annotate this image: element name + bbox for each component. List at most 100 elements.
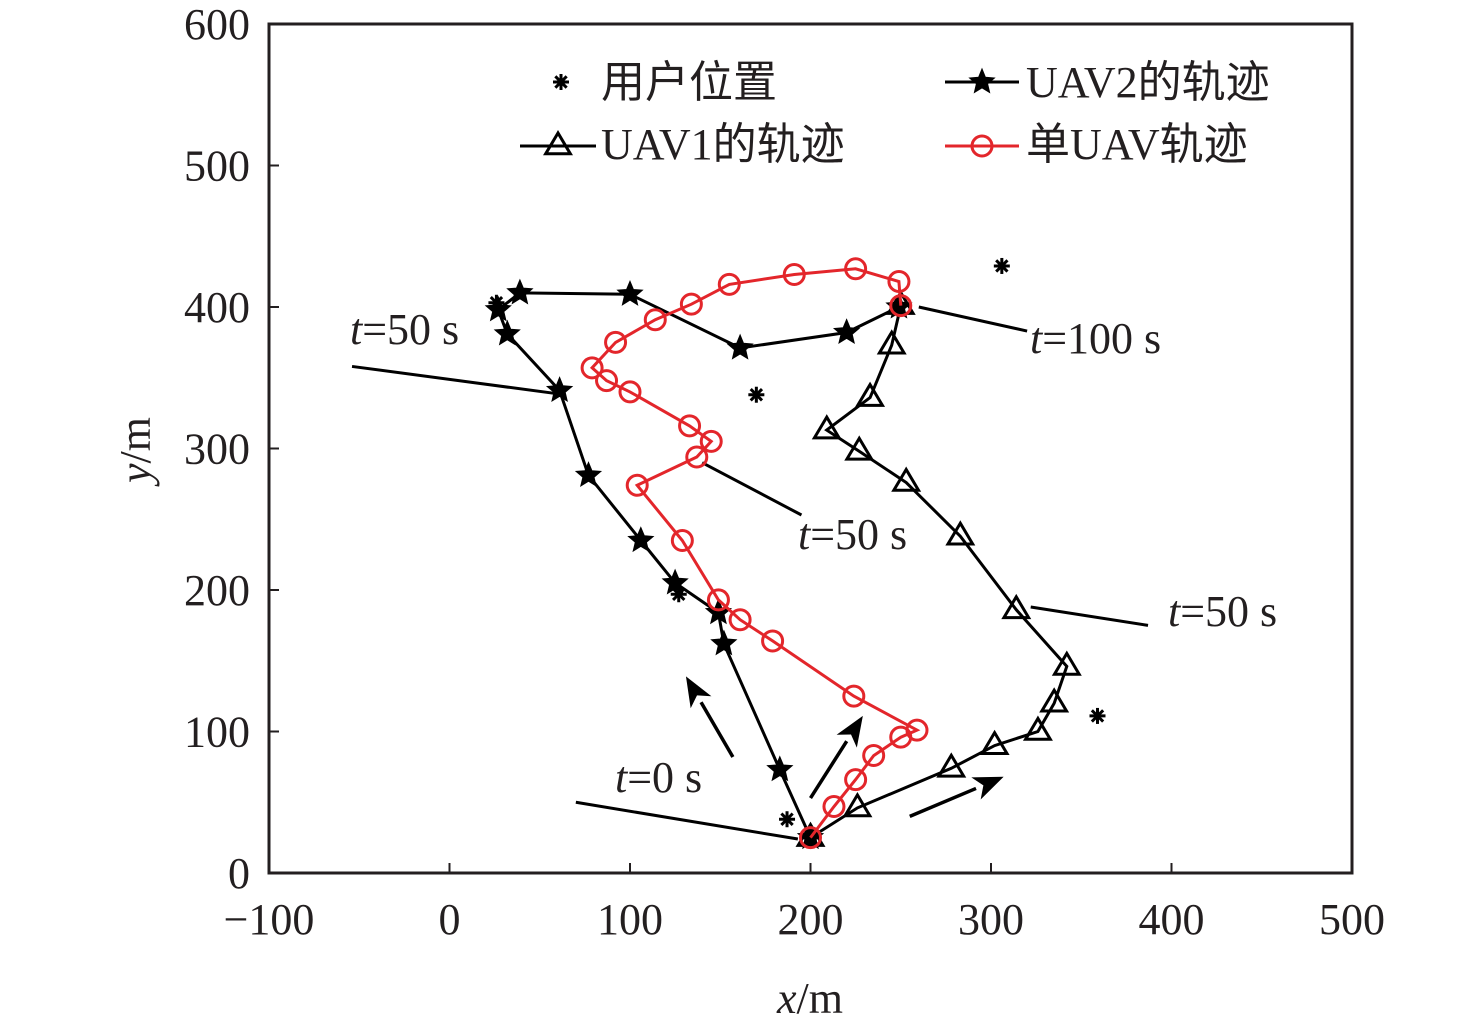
x-tick-label: 0 — [439, 895, 461, 944]
single-uav-circle-marker — [625, 473, 649, 497]
annotation-label: t=50 s — [350, 305, 459, 354]
plot-frame — [267, 22, 1354, 875]
legend-label-uav1: UAV1的轨迹 — [601, 120, 845, 169]
asterisk-stroke — [749, 388, 764, 402]
legend-triangle-marker — [543, 130, 573, 156]
uav2-star-marker — [726, 333, 754, 360]
single-uav-circle-marker — [717, 272, 741, 296]
series-asterisk — [488, 257, 1106, 828]
uav1-triangle-marker — [936, 752, 967, 778]
annotations: t=0 st=50 st=50 st=50 st=100 s — [350, 305, 1277, 841]
direction-arrow-head-icon — [836, 715, 863, 748]
single-uav-circle-marker — [706, 588, 730, 612]
uav2-star-marker — [832, 318, 861, 345]
uav2-star-marker — [506, 278, 534, 305]
uav1-triangle-marker — [855, 381, 886, 407]
annotation-leader-line — [1030, 605, 1149, 627]
single-uav-circle-marker — [699, 429, 723, 453]
single-uav-circle-marker — [643, 308, 667, 332]
y-tick-label: 0 — [228, 849, 250, 898]
annotation-text: =50 s — [362, 305, 459, 354]
annotation-var: t — [615, 753, 629, 802]
legend-triangle-icon — [543, 130, 573, 156]
uav2-star-marker — [627, 526, 655, 553]
annotation-leader-line — [701, 461, 803, 517]
y-tick-label: 200 — [184, 566, 250, 615]
uav2-star-marker — [545, 376, 574, 403]
direction-arrow-head-icon — [971, 776, 1004, 800]
single-uav-circle-marker — [862, 744, 886, 768]
annotation-leader-line — [351, 364, 555, 395]
single-uav-circle-marker — [679, 292, 703, 316]
x-tick-label: 500 — [1319, 895, 1385, 944]
annotation-var: t — [350, 305, 364, 354]
y-axis-unit: /m — [111, 417, 160, 463]
direction-arrow-shaft — [699, 701, 735, 758]
legend-label-users: 用户位置 — [601, 58, 777, 107]
single-uav-circle-marker — [844, 257, 868, 281]
uav2-star-marker — [574, 461, 603, 487]
single-uav-circle-marker — [905, 718, 929, 742]
legend-label-uav2: UAV2的轨迹 — [1026, 58, 1270, 107]
legend-item-single-uav: 单UAV轨迹 — [945, 120, 1248, 169]
single-uav-circle-marker — [889, 294, 913, 318]
x-tick-label: 100 — [597, 895, 663, 944]
x-tick-label: 400 — [1139, 895, 1205, 944]
single-uav-circle-marker — [782, 262, 806, 286]
direction-arrow-shaft — [809, 740, 849, 799]
annotation-text: =50 s — [810, 510, 907, 559]
x-axis-unit: /m — [797, 974, 843, 1023]
uav1-triangle-marker — [842, 791, 873, 818]
asterisk-stroke — [1090, 709, 1105, 723]
annotation-var: t — [798, 510, 812, 559]
uav1-triangle-marker — [979, 729, 1010, 755]
annotation-text: =0 s — [627, 753, 702, 802]
user-position-marker — [993, 257, 1010, 274]
uav2-star-marker — [766, 755, 794, 782]
single-uav-circle-marker — [685, 445, 709, 469]
x-tick-label: −100 — [224, 895, 315, 944]
annotation-text: =100 s — [1042, 314, 1161, 363]
legend-star-marker — [968, 67, 996, 94]
uav1-triangle-marker — [945, 520, 976, 546]
single-uav-circle-marker — [728, 608, 752, 632]
annotation-leader-line — [575, 800, 799, 841]
user-position-marker — [670, 586, 687, 603]
legend-item-uav1: UAV1的轨迹 — [520, 120, 845, 169]
x-tick-label: 200 — [778, 895, 844, 944]
user-position-marker — [488, 294, 505, 311]
user-position-marker — [748, 386, 765, 403]
single-uav-circle-marker — [844, 768, 868, 792]
legend-circle-marker — [970, 134, 994, 158]
user-position-marker — [1089, 707, 1106, 724]
asterisk-stroke — [489, 296, 504, 310]
series-line — [809, 305, 1069, 839]
uav2-star-marker — [493, 319, 521, 346]
legend-asterisk-marker — [553, 74, 569, 90]
legend-item-uav2: UAV2的轨迹 — [945, 58, 1270, 107]
asterisk-stroke — [995, 259, 1009, 273]
annotation-var: t — [1030, 314, 1044, 363]
legend-star-icon — [968, 67, 996, 94]
uav1-triangle-marker — [1001, 593, 1032, 620]
legend-circle-icon — [970, 134, 994, 158]
direction-arrow-shaft — [909, 786, 977, 819]
y-tick-label: 400 — [184, 283, 250, 332]
uav2-star-marker — [710, 629, 738, 656]
y-axis-label: y/m — [111, 417, 160, 487]
y-axis-var: y — [111, 463, 160, 487]
uav1-triangle-marker — [811, 414, 842, 440]
annotation-var: t — [1168, 587, 1182, 636]
x-axis-var: x — [776, 974, 797, 1023]
annotation-label: t=100 s — [1030, 314, 1161, 363]
asterisk-stroke — [780, 812, 794, 826]
single-uav-circle-marker — [595, 369, 619, 393]
y-tick-label: 600 — [184, 0, 250, 49]
single-uav-circle-marker — [604, 330, 628, 354]
annotation-leader-line — [918, 305, 1028, 333]
single-uav-circle-marker — [799, 826, 822, 850]
legend-item-users: 用户位置 — [553, 58, 777, 107]
single-uav-circle-marker — [822, 794, 846, 818]
asterisk-stroke — [554, 75, 568, 89]
